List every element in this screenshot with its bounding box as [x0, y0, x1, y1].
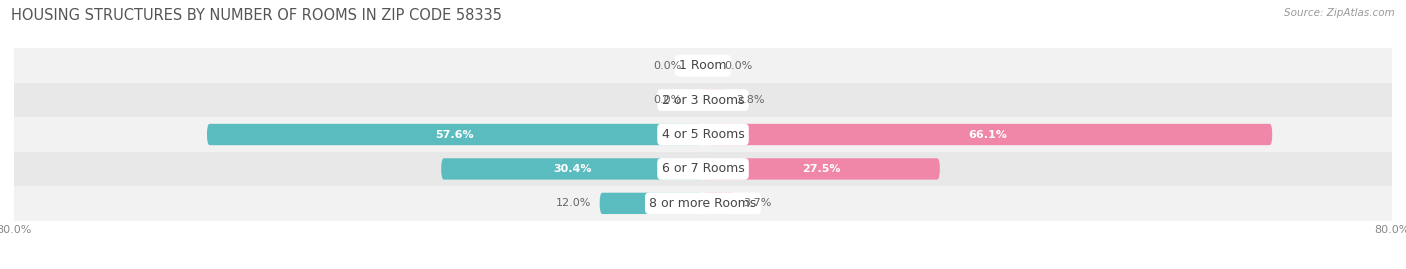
Text: 0.0%: 0.0%	[654, 61, 682, 71]
Text: 8 or more Rooms: 8 or more Rooms	[650, 197, 756, 210]
Text: 27.5%: 27.5%	[803, 164, 841, 174]
Text: 2 or 3 Rooms: 2 or 3 Rooms	[662, 94, 744, 107]
FancyBboxPatch shape	[599, 193, 703, 214]
FancyBboxPatch shape	[703, 158, 939, 180]
Text: 30.4%: 30.4%	[553, 164, 592, 174]
Bar	[14, 83, 1392, 117]
Text: 12.0%: 12.0%	[555, 198, 591, 208]
Text: 1 Room: 1 Room	[679, 59, 727, 72]
Bar	[14, 152, 1392, 186]
Text: 0.0%: 0.0%	[654, 95, 682, 105]
Text: HOUSING STRUCTURES BY NUMBER OF ROOMS IN ZIP CODE 58335: HOUSING STRUCTURES BY NUMBER OF ROOMS IN…	[11, 8, 502, 23]
FancyBboxPatch shape	[703, 193, 735, 214]
Bar	[14, 186, 1392, 221]
Text: 4 or 5 Rooms: 4 or 5 Rooms	[662, 128, 744, 141]
Text: 2.8%: 2.8%	[735, 95, 765, 105]
FancyBboxPatch shape	[703, 124, 1272, 145]
Text: 57.6%: 57.6%	[436, 129, 474, 140]
Text: 6 or 7 Rooms: 6 or 7 Rooms	[662, 162, 744, 175]
Text: 0.0%: 0.0%	[724, 61, 752, 71]
FancyBboxPatch shape	[207, 124, 703, 145]
Bar	[14, 117, 1392, 152]
FancyBboxPatch shape	[703, 89, 727, 111]
Bar	[14, 48, 1392, 83]
Text: 66.1%: 66.1%	[969, 129, 1007, 140]
Text: 3.7%: 3.7%	[744, 198, 772, 208]
Text: Source: ZipAtlas.com: Source: ZipAtlas.com	[1284, 8, 1395, 18]
FancyBboxPatch shape	[441, 158, 703, 180]
